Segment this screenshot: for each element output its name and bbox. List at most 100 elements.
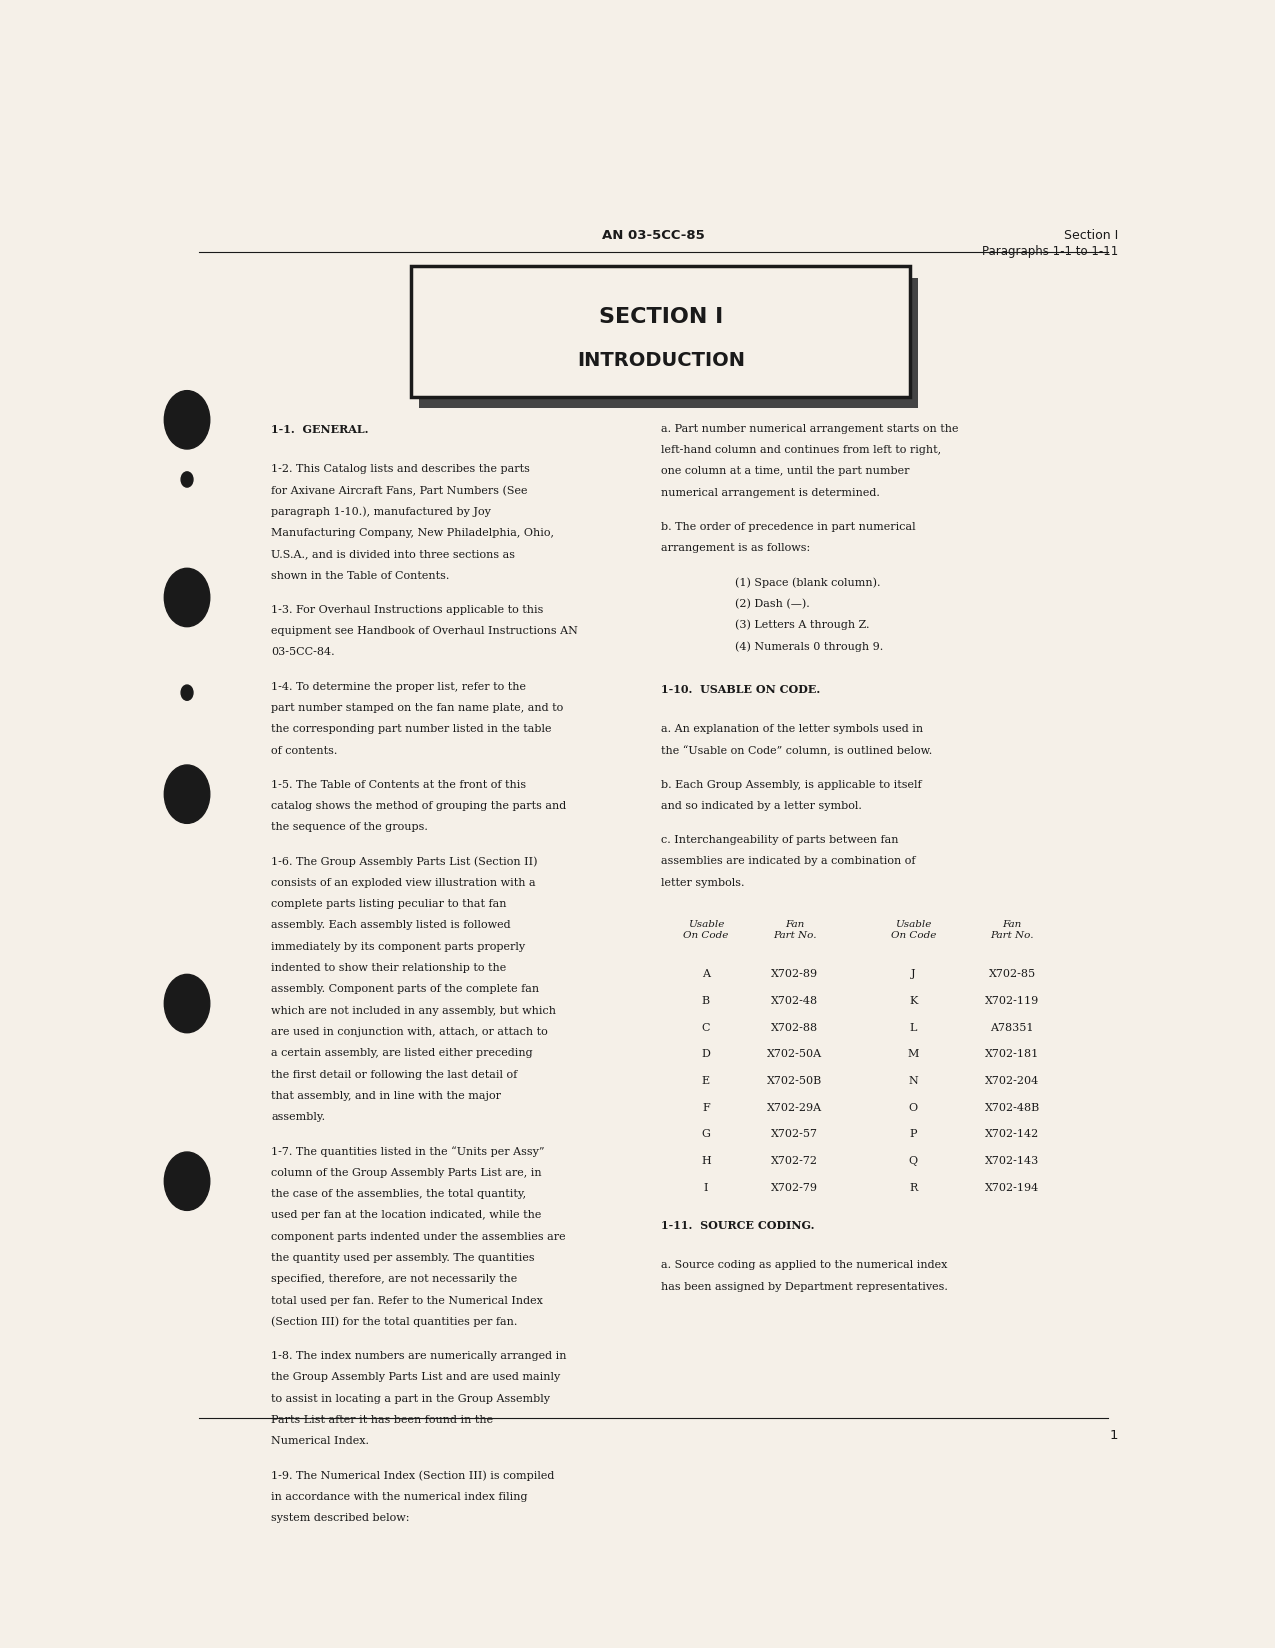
Text: O: O xyxy=(909,1103,918,1112)
Text: assembly.: assembly. xyxy=(272,1112,325,1122)
Text: X702-119: X702-119 xyxy=(986,995,1039,1005)
Text: the Group Assembly Parts List and are used mainly: the Group Assembly Parts List and are us… xyxy=(272,1373,560,1383)
Text: B: B xyxy=(701,995,710,1005)
Text: Fan
Part No.: Fan Part No. xyxy=(991,920,1034,941)
Text: H: H xyxy=(701,1155,710,1165)
Text: indented to show their relationship to the: indented to show their relationship to t… xyxy=(272,962,506,972)
Text: complete parts listing peculiar to that fan: complete parts listing peculiar to that … xyxy=(272,900,506,910)
Text: has been assigned by Department representatives.: has been assigned by Department represen… xyxy=(662,1282,949,1292)
Text: 1-9. The Numerical Index (Section III) is compiled: 1-9. The Numerical Index (Section III) i… xyxy=(272,1470,555,1482)
Text: one column at a time, until the part number: one column at a time, until the part num… xyxy=(662,466,910,476)
Text: b. Each Group Assembly, is applicable to itself: b. Each Group Assembly, is applicable to… xyxy=(662,780,922,789)
Text: X702-204: X702-204 xyxy=(986,1076,1039,1086)
Text: component parts indented under the assemblies are: component parts indented under the assem… xyxy=(272,1231,566,1241)
Text: letter symbols.: letter symbols. xyxy=(662,878,745,888)
Text: (Section III) for the total quantities per fan.: (Section III) for the total quantities p… xyxy=(272,1317,518,1327)
Text: X702-89: X702-89 xyxy=(771,969,819,979)
Text: are used in conjunction with, attach, or attach to: are used in conjunction with, attach, or… xyxy=(272,1027,548,1037)
Text: A: A xyxy=(701,969,710,979)
Text: c. Interchangeability of parts between fan: c. Interchangeability of parts between f… xyxy=(662,836,899,845)
Text: F: F xyxy=(703,1103,710,1112)
Text: (2) Dash (—).: (2) Dash (—). xyxy=(736,598,810,608)
Text: X702-50B: X702-50B xyxy=(768,1076,822,1086)
Text: X702-194: X702-194 xyxy=(986,1183,1039,1193)
FancyBboxPatch shape xyxy=(412,267,910,397)
Text: arrangement is as follows:: arrangement is as follows: xyxy=(662,544,811,554)
Text: D: D xyxy=(701,1050,710,1060)
Text: X702-57: X702-57 xyxy=(771,1129,819,1139)
Text: I: I xyxy=(704,1183,708,1193)
Text: X702-72: X702-72 xyxy=(771,1155,819,1165)
Text: for Axivane Aircraft Fans, Part Numbers (See: for Axivane Aircraft Fans, Part Numbers … xyxy=(272,486,528,496)
Text: Parts List after it has been found in the: Parts List after it has been found in th… xyxy=(272,1416,493,1426)
Text: b. The order of precedence in part numerical: b. The order of precedence in part numer… xyxy=(662,522,915,532)
Text: M: M xyxy=(908,1050,919,1060)
FancyBboxPatch shape xyxy=(419,279,918,409)
Text: 1-10.  USABLE ON CODE.: 1-10. USABLE ON CODE. xyxy=(662,684,821,695)
Text: assemblies are indicated by a combination of: assemblies are indicated by a combinatio… xyxy=(662,857,915,867)
Text: 1-11.  SOURCE CODING.: 1-11. SOURCE CODING. xyxy=(662,1220,815,1231)
Text: system described below:: system described below: xyxy=(272,1513,409,1523)
Text: E: E xyxy=(701,1076,710,1086)
Text: X702-79: X702-79 xyxy=(771,1183,819,1193)
Text: INTRODUCTION: INTRODUCTION xyxy=(578,351,746,369)
Text: R: R xyxy=(909,1183,918,1193)
Text: a. Source coding as applied to the numerical index: a. Source coding as applied to the numer… xyxy=(662,1261,947,1271)
Text: 1-5. The Table of Contents at the front of this: 1-5. The Table of Contents at the front … xyxy=(272,780,527,789)
Circle shape xyxy=(164,1152,210,1210)
Text: part number stamped on the fan name plate, and to: part number stamped on the fan name plat… xyxy=(272,704,564,714)
Text: a certain assembly, are listed either preceding: a certain assembly, are listed either pr… xyxy=(272,1048,533,1058)
Text: X702-48B: X702-48B xyxy=(984,1103,1039,1112)
Text: the “Usable on Code” column, is outlined below.: the “Usable on Code” column, is outlined… xyxy=(662,745,932,756)
Text: Q: Q xyxy=(909,1155,918,1165)
Text: 1-3. For Overhaul Instructions applicable to this: 1-3. For Overhaul Instructions applicabl… xyxy=(272,605,543,615)
Text: total used per fan. Refer to the Numerical Index: total used per fan. Refer to the Numeric… xyxy=(272,1295,543,1305)
Text: 1-4. To determine the proper list, refer to the: 1-4. To determine the proper list, refer… xyxy=(272,682,527,692)
Text: X702-29A: X702-29A xyxy=(768,1103,822,1112)
Text: column of the Group Assembly Parts List are, in: column of the Group Assembly Parts List … xyxy=(272,1168,542,1178)
Text: consists of an exploded view illustration with a: consists of an exploded view illustratio… xyxy=(272,878,536,888)
Text: the sequence of the groups.: the sequence of the groups. xyxy=(272,822,428,832)
Text: X702-50A: X702-50A xyxy=(768,1050,822,1060)
Text: SECTION I: SECTION I xyxy=(599,307,723,326)
Text: catalog shows the method of grouping the parts and: catalog shows the method of grouping the… xyxy=(272,801,566,811)
Text: a. An explanation of the letter symbols used in: a. An explanation of the letter symbols … xyxy=(662,723,923,735)
Text: which are not included in any assembly, but which: which are not included in any assembly, … xyxy=(272,1005,556,1015)
Text: Manufacturing Company, New Philadelphia, Ohio,: Manufacturing Company, New Philadelphia,… xyxy=(272,527,555,539)
Text: the corresponding part number listed in the table: the corresponding part number listed in … xyxy=(272,723,552,735)
Text: and so indicated by a letter symbol.: and so indicated by a letter symbol. xyxy=(662,801,862,811)
Text: X702-181: X702-181 xyxy=(986,1050,1039,1060)
Text: J: J xyxy=(912,969,915,979)
Text: 1: 1 xyxy=(1109,1429,1118,1442)
Text: C: C xyxy=(701,1023,710,1033)
Text: X702-85: X702-85 xyxy=(988,969,1035,979)
Text: X702-143: X702-143 xyxy=(986,1155,1039,1165)
Text: X702-142: X702-142 xyxy=(986,1129,1039,1139)
Text: A78351: A78351 xyxy=(991,1023,1034,1033)
Text: X702-88: X702-88 xyxy=(771,1023,819,1033)
Text: a. Part number numerical arrangement starts on the: a. Part number numerical arrangement sta… xyxy=(662,424,959,433)
Text: assembly. Component parts of the complete fan: assembly. Component parts of the complet… xyxy=(272,984,539,994)
Text: in accordance with the numerical index filing: in accordance with the numerical index f… xyxy=(272,1491,528,1501)
Text: used per fan at the location indicated, while the: used per fan at the location indicated, … xyxy=(272,1210,542,1220)
Text: G: G xyxy=(701,1129,710,1139)
Text: U.S.A., and is divided into three sections as: U.S.A., and is divided into three sectio… xyxy=(272,549,515,559)
Text: Fan
Part No.: Fan Part No. xyxy=(773,920,816,941)
Circle shape xyxy=(181,471,193,488)
Text: the quantity used per assembly. The quantities: the quantity used per assembly. The quan… xyxy=(272,1252,534,1262)
Text: the first detail or following the last detail of: the first detail or following the last d… xyxy=(272,1070,518,1079)
Text: Section I: Section I xyxy=(1063,229,1118,242)
Text: 1-8. The index numbers are numerically arranged in: 1-8. The index numbers are numerically a… xyxy=(272,1351,566,1361)
Text: AN 03-5CC-85: AN 03-5CC-85 xyxy=(602,229,705,242)
Text: the case of the assemblies, the total quantity,: the case of the assemblies, the total qu… xyxy=(272,1188,527,1200)
Circle shape xyxy=(164,974,210,1033)
Text: 1-1.  GENERAL.: 1-1. GENERAL. xyxy=(272,424,368,435)
Text: 03-5CC-84.: 03-5CC-84. xyxy=(272,648,334,658)
Text: of contents.: of contents. xyxy=(272,745,338,755)
Text: assembly. Each assembly listed is followed: assembly. Each assembly listed is follow… xyxy=(272,920,511,931)
Text: to assist in locating a part in the Group Assembly: to assist in locating a part in the Grou… xyxy=(272,1394,550,1404)
Circle shape xyxy=(164,391,210,448)
Text: immediately by its component parts properly: immediately by its component parts prope… xyxy=(272,941,525,951)
Text: 1-7. The quantities listed in the “Units per Assy”: 1-7. The quantities listed in the “Units… xyxy=(272,1147,544,1157)
Text: (1) Space (blank column).: (1) Space (blank column). xyxy=(736,577,881,588)
